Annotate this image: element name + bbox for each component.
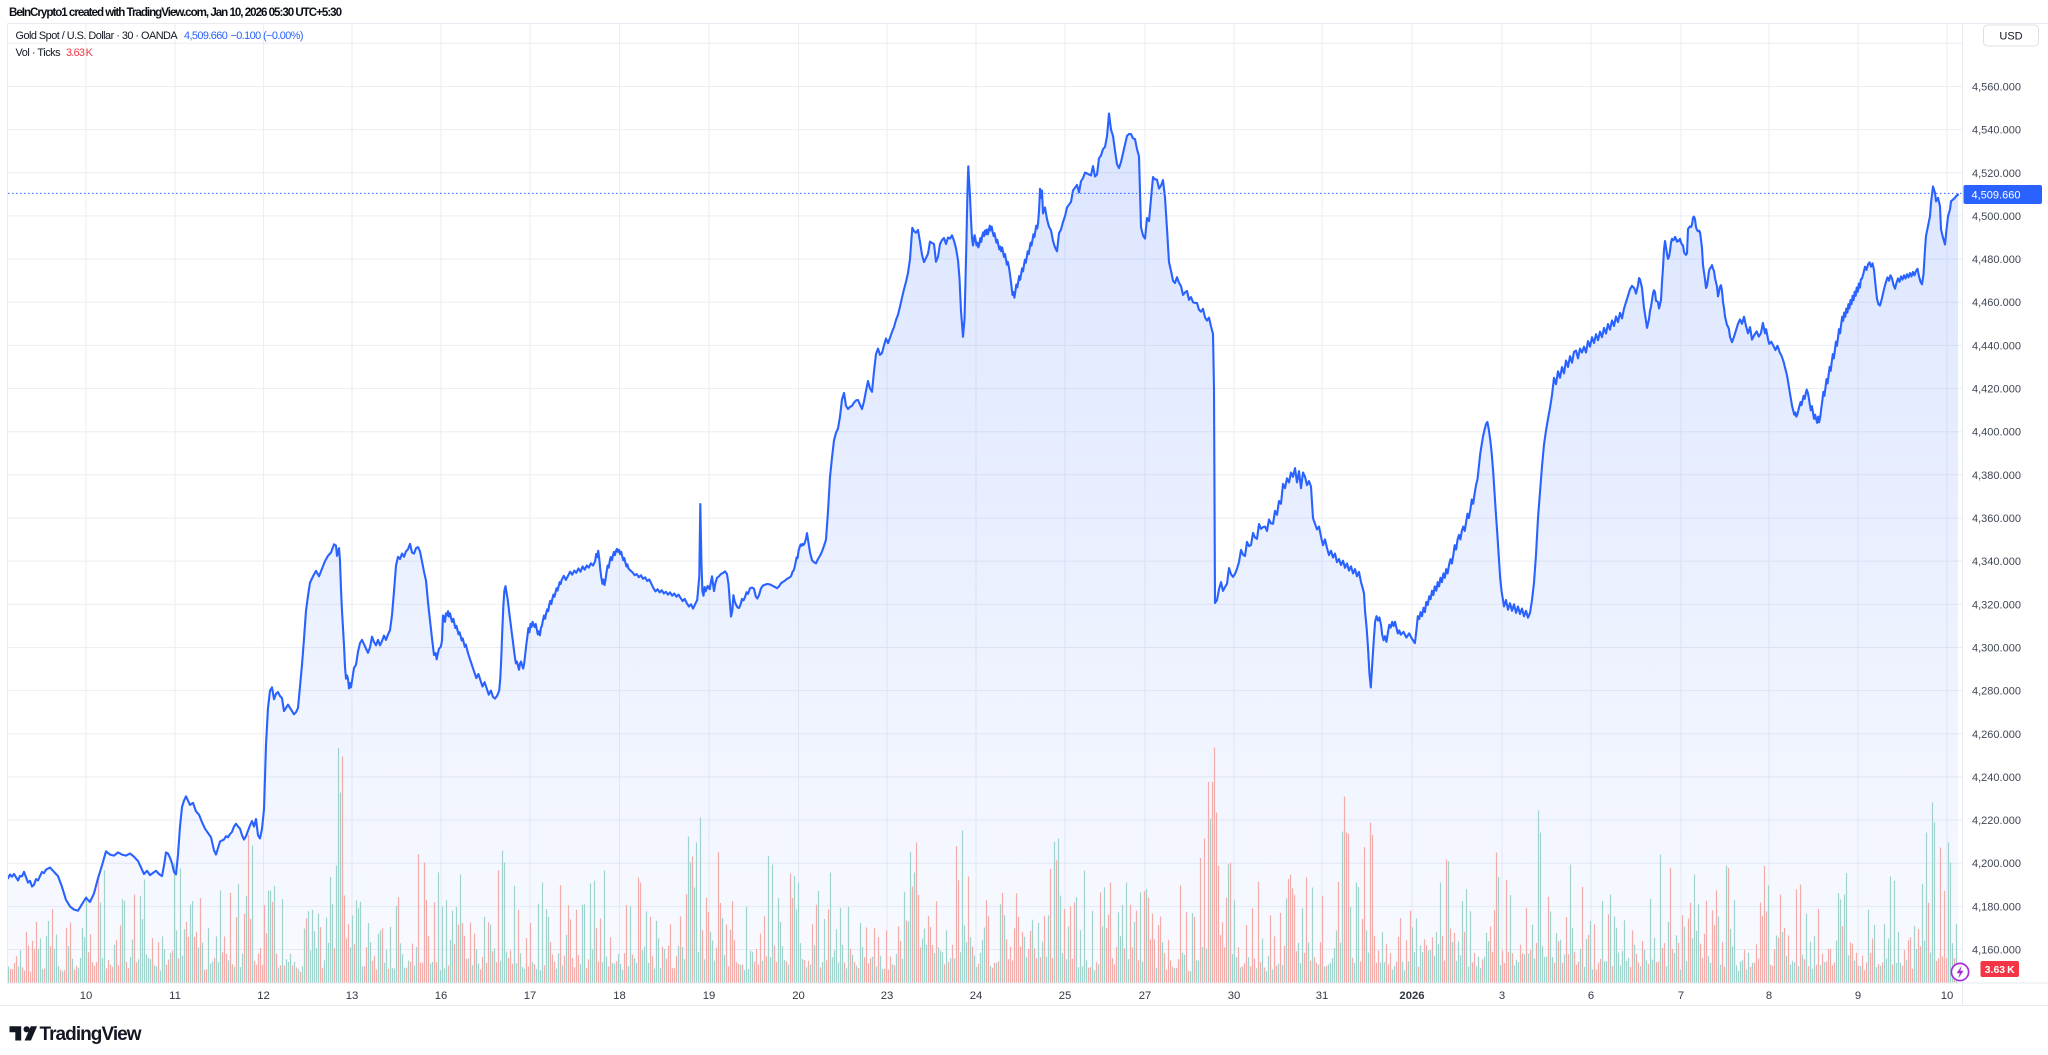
svg-text:4,460.000: 4,460.000 xyxy=(1972,297,2021,309)
svg-text:23: 23 xyxy=(881,990,894,1002)
svg-text:4,509.660 −0.100 (−0.00%): 4,509.660 −0.100 (−0.00%) xyxy=(184,30,303,42)
svg-text:11: 11 xyxy=(169,990,181,1002)
svg-text:31: 31 xyxy=(1316,990,1329,1002)
svg-text:8: 8 xyxy=(1766,990,1772,1002)
svg-text:27: 27 xyxy=(1139,990,1152,1002)
svg-text:4,520.000: 4,520.000 xyxy=(1972,168,2021,180)
svg-text:19: 19 xyxy=(703,990,716,1002)
svg-text:9: 9 xyxy=(1855,990,1861,1002)
svg-text:Gold Spot / U.S. Dollar · 30 ·: Gold Spot / U.S. Dollar · 30 · OANDA xyxy=(16,30,179,42)
svg-text:7: 7 xyxy=(1678,990,1684,1002)
svg-text:4,400.000: 4,400.000 xyxy=(1972,427,2021,439)
svg-text:18: 18 xyxy=(613,990,626,1002)
svg-text:25: 25 xyxy=(1059,990,1072,1002)
svg-text:4,500.000: 4,500.000 xyxy=(1972,211,2021,223)
svg-text:4,320.000: 4,320.000 xyxy=(1972,599,2021,611)
svg-text:4,440.000: 4,440.000 xyxy=(1972,340,2021,352)
svg-text:4,280.000: 4,280.000 xyxy=(1972,686,2021,698)
svg-text:10: 10 xyxy=(1941,990,1954,1002)
svg-text:12: 12 xyxy=(257,990,270,1002)
svg-text:24: 24 xyxy=(970,990,983,1002)
svg-text:4,480.000: 4,480.000 xyxy=(1972,254,2021,266)
svg-text:10: 10 xyxy=(80,990,93,1002)
svg-text:Vol · Ticks: Vol · Ticks xyxy=(16,47,62,59)
svg-text:20: 20 xyxy=(792,990,805,1002)
svg-text:USD: USD xyxy=(1999,31,2022,43)
svg-text:TradingView: TradingView xyxy=(40,1024,142,1045)
svg-text:17: 17 xyxy=(524,990,537,1002)
svg-text:16: 16 xyxy=(435,990,448,1002)
svg-text:4,380.000: 4,380.000 xyxy=(1972,470,2021,482)
svg-text:13: 13 xyxy=(346,990,359,1002)
svg-text:4,300.000: 4,300.000 xyxy=(1972,643,2021,655)
svg-text:4,240.000: 4,240.000 xyxy=(1972,772,2021,784)
svg-text:3: 3 xyxy=(1499,990,1505,1002)
svg-text:3.63 K: 3.63 K xyxy=(1985,965,2015,976)
svg-text:4,540.000: 4,540.000 xyxy=(1972,125,2021,137)
svg-text:4,160.000: 4,160.000 xyxy=(1972,945,2021,957)
svg-text:4,260.000: 4,260.000 xyxy=(1972,729,2021,741)
svg-text:4,360.000: 4,360.000 xyxy=(1972,513,2021,525)
svg-text:3.63 K: 3.63 K xyxy=(66,47,94,59)
svg-text:4,560.000: 4,560.000 xyxy=(1972,82,2021,94)
svg-text:4,340.000: 4,340.000 xyxy=(1972,556,2021,568)
svg-text:2026: 2026 xyxy=(1399,990,1424,1002)
svg-text:6: 6 xyxy=(1588,990,1594,1002)
svg-text:4,180.000: 4,180.000 xyxy=(1972,901,2021,913)
svg-text:4,220.000: 4,220.000 xyxy=(1972,815,2021,827)
svg-text:4,200.000: 4,200.000 xyxy=(1972,858,2021,870)
svg-text:30: 30 xyxy=(1228,990,1241,1002)
svg-text:4,509.660: 4,509.660 xyxy=(1972,190,2021,202)
svg-text:4,420.000: 4,420.000 xyxy=(1972,384,2021,396)
svg-text:BeInCrypto1 created with Tradi: BeInCrypto1 created with TradingView.com… xyxy=(9,6,342,19)
